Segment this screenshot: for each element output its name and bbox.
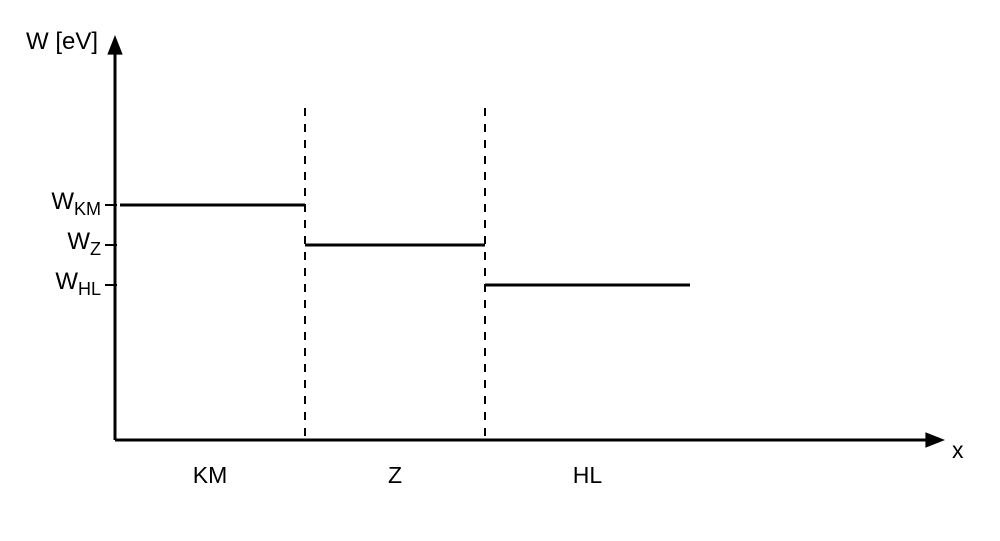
y-tick-label-WZ: WZ (67, 228, 101, 260)
x-axis-arrow (925, 432, 945, 447)
y-axis-arrow (107, 35, 122, 55)
chart-svg (0, 0, 1000, 541)
x-axis-label: x (952, 437, 964, 464)
energy-levels (120, 205, 690, 285)
region-label-HL: HL (558, 462, 618, 489)
y-axis-label: W [eV] (26, 28, 98, 56)
region-label-KM: KM (180, 462, 240, 489)
y-tick-label-WHL: WHL (55, 268, 101, 300)
y-tick-label-WKM: WKM (51, 188, 101, 220)
region-label-Z: Z (365, 462, 425, 489)
region-dividers (305, 108, 485, 440)
energy-level-chart: W [eV] WKM WZ WHL KM Z HL x (0, 0, 1000, 541)
